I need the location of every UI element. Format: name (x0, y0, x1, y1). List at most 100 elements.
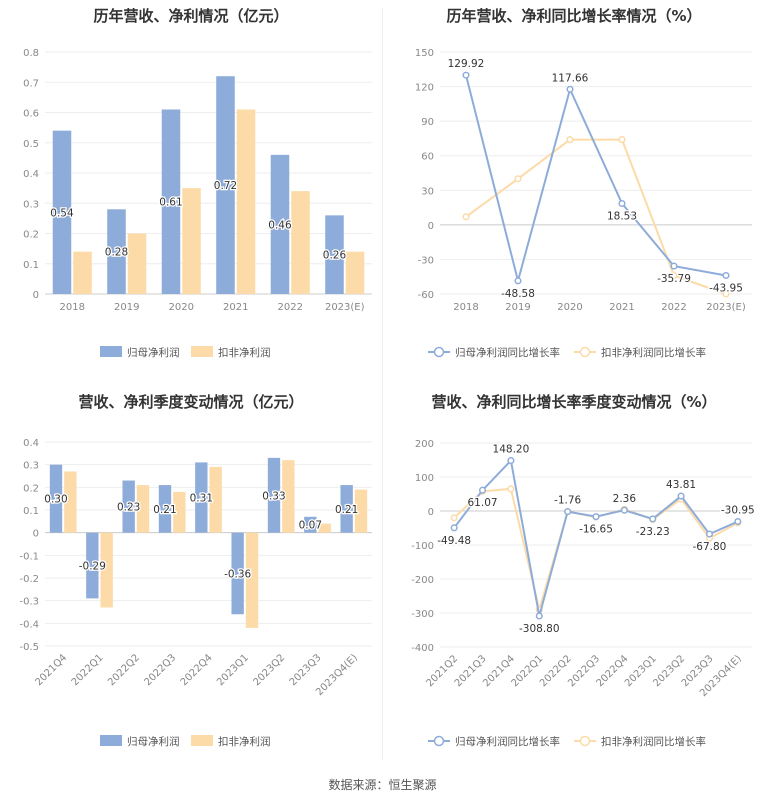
data-label: 117.66 (552, 72, 589, 84)
bar-parent-net-profit (195, 462, 208, 533)
point-parent-growth (564, 508, 572, 516)
point-parent-growth (478, 486, 487, 494)
x-tick-label: 2023(E) (706, 302, 746, 313)
annual-profit-panel: 历年营收、净利情况（亿元） 0 0.1 0.2 0.3 0.4 0.5 0.6 0.7 0.8 0… (0, 0, 382, 380)
data-label: 0.28 (105, 247, 128, 259)
x-tick-label: 2019 (114, 302, 139, 313)
legend-label: 归母净利润 (127, 346, 180, 359)
legend-item: 扣非净利润同比增长率 (574, 346, 706, 359)
quarterly-profit-panel: 营收、净利季度变动情况（亿元） -0.5 -0.4 -0.3 -0.2 -0.1 0 0.1… (0, 380, 382, 770)
y-tick-label: 120 (415, 83, 434, 94)
data-label: 0.54 (50, 207, 74, 219)
x-tick-label: 2022Q4 (179, 652, 215, 688)
point-parent-growth (670, 262, 678, 270)
legend-label: 扣非净利润同比增长率 (601, 735, 706, 748)
data-label: 0.46 (268, 219, 292, 231)
annual-profit-title: 历年营收、净利情况（亿元） (93, 7, 289, 25)
y-tick-label: -60 (418, 290, 434, 301)
x-tick-label: 2019 (505, 302, 530, 313)
legend-item: 扣非净利润 (191, 346, 271, 359)
quarterly-profit-chart: -0.5 -0.4 -0.3 -0.2 -0.1 0 0.1 0.2 0.3 0.4 0.30 -0.… (19, 438, 372, 748)
bar-deducted-net-profit (173, 491, 186, 533)
data-label: 18.53 (607, 211, 637, 223)
legend-label: 归母净利润 (127, 735, 180, 748)
y-tick-label: -0.5 (19, 642, 39, 653)
legend-item: 归母净利润 (100, 735, 180, 748)
point-deducted-growth (462, 213, 470, 221)
point-deducted-growth (670, 272, 678, 280)
data-label: 61.07 (468, 497, 498, 509)
y-tick-label: 0.2 (23, 230, 39, 241)
legend-swatch (191, 346, 213, 357)
data-label: -49.48 (437, 535, 471, 547)
data-label: 0.72 (214, 180, 237, 192)
legend-item: 归母净利润 (100, 346, 180, 359)
data-label: 0.61 (159, 197, 182, 209)
x-tick-label: 2018 (453, 302, 478, 313)
y-tick-label: 60 (421, 152, 434, 163)
point-parent-growth (450, 524, 458, 532)
x-tick-label: 2022Q2 (106, 652, 142, 688)
point-parent-growth (514, 277, 522, 285)
bar-parent-net-profit (270, 154, 290, 294)
legend-item: 归母净利润同比增长率 (428, 346, 560, 359)
point-parent-growth (705, 530, 714, 538)
panel-divider (382, 8, 383, 760)
legend-item: 归母净利润同比增长率 (428, 735, 560, 748)
y-tick-label: -0.4 (19, 619, 39, 630)
data-label: 0.33 (262, 490, 285, 502)
x-tick-label: 2020 (169, 302, 194, 313)
bar-deducted-net-profit (345, 251, 365, 294)
point-parent-growth (566, 85, 574, 93)
point-parent-growth (649, 515, 657, 523)
quarterly-growth-chart: -400 -300 -200 -100 0 100 200 -49.48 61.07 148.20… (411, 439, 756, 748)
bar-parent-net-profit (304, 516, 317, 533)
annual-growth-panel: 历年营收、净利同比增长率情况（%） -60 -30 0 30 60 90 120 150 129… (383, 0, 765, 380)
y-tick-label: 0.3 (23, 199, 39, 210)
x-tick-label: 2023Q2 (251, 652, 287, 688)
legend-swatch (191, 735, 213, 746)
y-tick-label: 0.4 (23, 169, 39, 180)
y-tick-label: -0.2 (19, 574, 39, 585)
x-tick-label: 2021 (609, 302, 634, 313)
point-parent-growth (592, 513, 600, 521)
bar-deducted-net-profit (236, 109, 256, 294)
bar-deducted-net-profit (136, 485, 150, 533)
annual-growth-title: 历年营收、净利同比增长率情况（%） (446, 7, 702, 25)
data-label: 0.23 (117, 502, 140, 514)
data-label: -1.76 (554, 495, 581, 507)
y-tick-label: -0.3 (19, 597, 39, 608)
legend-marker (579, 346, 591, 358)
data-label: 0.30 (44, 494, 67, 506)
point-deducted-growth (722, 290, 730, 298)
quarterly-growth-panel: 营收、净利同比增长率季度变动情况（%） -400 -300 -200 -100 0 100… (383, 380, 765, 770)
annual-profit-chart: 0 0.1 0.2 0.3 0.4 0.5 0.6 0.7 0.8 0.54 0.28 0.61 0.7… (23, 48, 372, 359)
point-parent-growth (677, 492, 685, 500)
y-tick-label: -200 (411, 575, 434, 586)
bar-deducted-net-profit (209, 466, 222, 533)
data-label: 0.21 (153, 504, 176, 516)
y-tick-label: 0 (428, 507, 434, 518)
x-tick-label: 2023Q3 (288, 652, 324, 688)
y-tick-label: 0.1 (23, 260, 39, 271)
point-deducted-growth (618, 136, 626, 144)
bar-deducted-net-profit (318, 523, 331, 533)
legend-swatch (100, 735, 122, 746)
data-label: -67.80 (693, 541, 727, 553)
x-tick-label: 2020 (557, 302, 582, 313)
y-tick-label: -0.1 (19, 551, 39, 562)
data-label: -23.23 (636, 526, 670, 538)
y-tick-label: -300 (411, 609, 434, 620)
x-tick-label: 2022Q3 (142, 652, 178, 688)
point-deducted-growth (514, 175, 522, 183)
bar-deducted-net-profit (245, 532, 259, 628)
bar-parent-net-profit (231, 532, 244, 615)
quarterly-growth-title: 营收、净利同比增长率季度变动情况（%） (431, 393, 717, 411)
bar-parent-net-profit (107, 209, 126, 294)
data-label: -308.80 (519, 623, 560, 635)
point-parent-growth (462, 71, 470, 79)
data-label: -0.29 (79, 561, 106, 573)
y-tick-label: -400 (411, 643, 434, 654)
y-tick-label: -30 (418, 255, 434, 266)
data-label: -48.58 (501, 288, 535, 300)
